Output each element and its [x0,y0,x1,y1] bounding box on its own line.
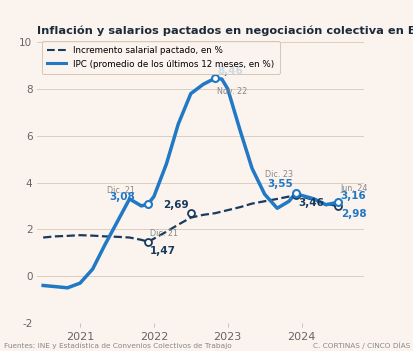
Text: Inflación y salarios pactados en negociación colectiva en España: Inflación y salarios pactados en negocia… [37,25,413,36]
Text: C. CORTINAS / CINCO DÍAS: C. CORTINAS / CINCO DÍAS [312,342,409,349]
Legend: Incremento salarial pactado, en %, IPC (promedio de los últimos 12 meses, en %): Incremento salarial pactado, en %, IPC (… [42,41,279,74]
Text: Dic. 21: Dic. 21 [107,186,135,196]
Text: 3,55: 3,55 [266,179,292,189]
Text: Dic. 23: Dic. 23 [264,170,292,179]
Text: Dic. 21: Dic. 21 [150,229,178,238]
Text: 2,69: 2,69 [163,200,188,210]
Text: Jun. 24: Jun. 24 [340,184,367,193]
Text: 3,08: 3,08 [109,192,135,202]
Text: Fuentes: INE y Estadística de Convenios Colectivos de Trabajo: Fuentes: INE y Estadística de Convenios … [4,343,231,349]
Text: 3,46: 3,46 [297,198,323,208]
Text: 3,16: 3,16 [340,191,366,201]
Text: 1,47: 1,47 [150,246,176,256]
Text: 8,46: 8,46 [217,66,243,76]
Text: Nov. 22: Nov. 22 [217,87,247,95]
Text: 2,98: 2,98 [340,210,366,219]
